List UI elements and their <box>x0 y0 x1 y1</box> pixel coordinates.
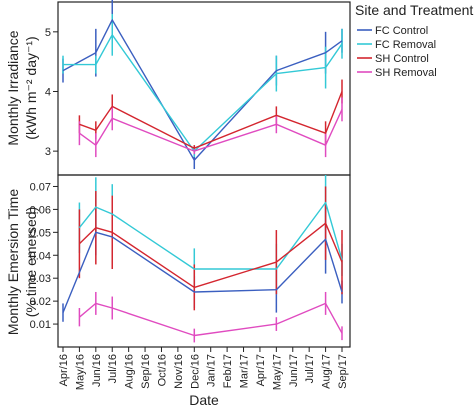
x-tick-label: Apr/17 <box>255 354 267 386</box>
bottom-y-label-line2: (% time emersed) <box>23 207 39 317</box>
x-tick-label: Sep/17 <box>337 354 349 389</box>
bottom-y-tick-label: 0.03 <box>30 273 51 285</box>
bottom-y-tick-label: 0.04 <box>30 250 51 262</box>
bottom-series-line-fc-control <box>62 231 343 313</box>
top-series-lines <box>62 19 343 161</box>
bottom-y-tick-label: 0.01 <box>30 319 51 331</box>
bottom-error-bars <box>62 175 343 343</box>
x-tick-label: Oct/16 <box>156 354 168 386</box>
bottom-panel-frame <box>57 174 351 348</box>
x-tick-label: May/17 <box>271 354 283 390</box>
x-tick-label: Mar/17 <box>239 354 251 388</box>
bottom-y-tick-label: 0.05 <box>30 227 51 239</box>
x-axis-label: Date <box>189 392 219 408</box>
legend-item-fc-control: FC Control <box>357 25 428 37</box>
bottom-series-line-sh-removal <box>78 302 343 337</box>
x-tick-label: Jun/17 <box>288 354 300 387</box>
x-tick-label: Aug/16 <box>124 354 136 389</box>
bottom-y-tick-label: 0.07 <box>30 181 51 193</box>
bottom-y-tick-label: 0.02 <box>30 296 51 308</box>
x-tick-label: Aug/17 <box>321 354 333 389</box>
top-y-tick-label: 3 <box>45 146 51 158</box>
x-tick-label: Jan/17 <box>206 354 218 387</box>
legend-item-sh-removal: SH Removal <box>357 67 437 79</box>
bottom-series-line-sh-control <box>78 222 343 289</box>
top-series-line-fc-control <box>62 19 343 161</box>
x-tick-label: Jul/17 <box>304 354 316 383</box>
top-y-tick-label: 4 <box>45 86 51 98</box>
x-tick-label: May/16 <box>74 354 86 390</box>
bottom-y-label-line1: Monthly Emersion Time <box>5 189 21 335</box>
x-tick-label: Apr/16 <box>58 354 70 386</box>
x-tick-label: Jul/16 <box>107 354 119 383</box>
bottom-y-tick-label: 0.06 <box>30 204 51 216</box>
x-tick-label: Feb/17 <box>222 354 234 388</box>
top-y-label-line2: (kWh m⁻² day⁻¹) <box>23 36 39 139</box>
top-series-line-sh-removal <box>78 109 343 152</box>
legend-label: FC Removal <box>375 39 436 51</box>
bottom-series-lines <box>62 201 343 337</box>
top-y-tick-label: 5 <box>45 27 51 39</box>
top-y-ticks: 3 4 5 <box>45 27 58 158</box>
legend-title: Site and Treatment <box>355 2 473 18</box>
legend-item-sh-control: SH Control <box>357 53 429 65</box>
x-axis-ticks: Apr/16 May/16 Jun/16 Jul/16 Aug/16 Sep/16 Oct/… <box>58 347 349 390</box>
bottom-y-ticks: 0.01 0.02 0.03 0.04 0.05 0.06 0.07 <box>30 181 58 331</box>
legend-label: SH Removal <box>375 67 437 79</box>
bottom-series-line-fc-removal <box>78 201 343 270</box>
x-tick-label: Nov/16 <box>173 354 185 389</box>
x-tick-label: Sep/16 <box>140 354 152 389</box>
legend-label: FC Control <box>375 25 428 37</box>
x-tick-label: Dec/16 <box>189 354 201 389</box>
legend-label: SH Control <box>375 53 429 65</box>
legend-item-fc-removal: FC Removal <box>357 39 436 51</box>
top-y-label-line1: Monthly Irradiance <box>5 30 21 145</box>
top-series-line-sh-control <box>79 91 343 149</box>
bottom-panel: 0.01 0.02 0.03 0.04 0.05 0.06 0.07 Apr/16 May/1… <box>5 174 351 408</box>
x-tick-label: Jun/16 <box>91 354 103 387</box>
top-panel: 3 4 5 Monthly Irradiance (kWh m⁻² day⁻¹) <box>5 0 351 176</box>
legend: Site and Treatment FC Control FC Removal… <box>355 2 473 79</box>
